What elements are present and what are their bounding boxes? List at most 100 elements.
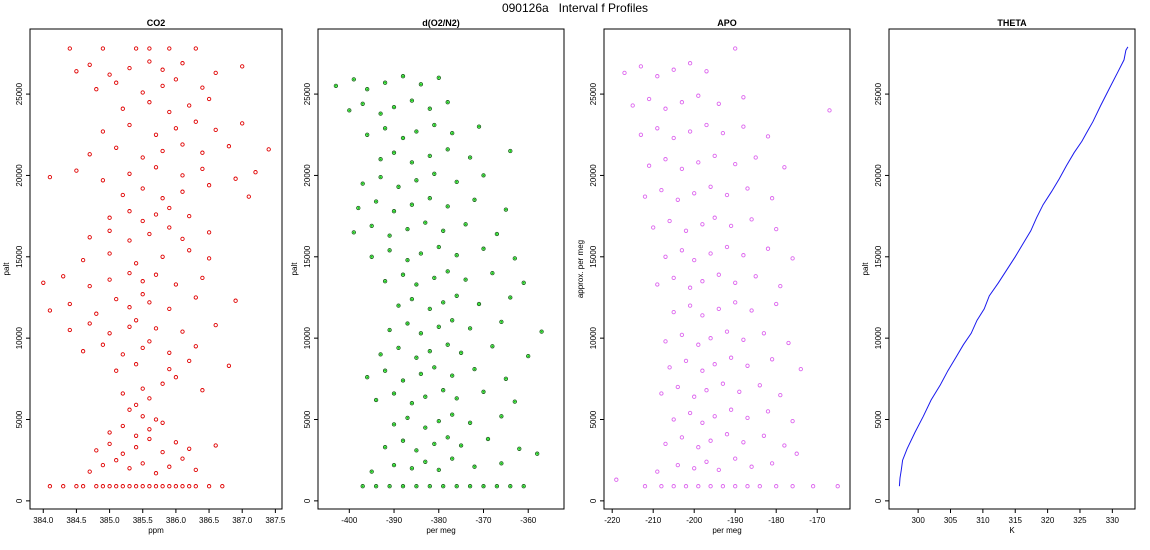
data-point bbox=[140, 345, 145, 351]
data-point bbox=[454, 253, 459, 258]
theta-profile-line bbox=[898, 46, 1129, 487]
data-point-fill bbox=[433, 442, 436, 445]
x-tick-label: -210 bbox=[645, 516, 662, 525]
data-point bbox=[153, 417, 159, 422]
data-point bbox=[206, 484, 212, 489]
data-point-fill bbox=[451, 374, 454, 377]
data-point bbox=[708, 336, 713, 341]
data-point bbox=[508, 295, 513, 300]
data-point bbox=[679, 248, 685, 253]
data-point bbox=[391, 462, 397, 468]
data-point bbox=[120, 106, 125, 111]
data-point bbox=[100, 178, 106, 183]
data-point-fill bbox=[509, 485, 512, 488]
data-point bbox=[432, 171, 437, 176]
data-point bbox=[458, 443, 464, 448]
data-point bbox=[687, 410, 693, 416]
data-point bbox=[226, 363, 232, 368]
data-point-fill bbox=[348, 109, 351, 112]
data-point bbox=[745, 484, 750, 489]
data-point bbox=[614, 477, 619, 482]
data-point bbox=[100, 46, 106, 51]
data-point bbox=[503, 207, 509, 212]
data-point bbox=[427, 153, 432, 159]
y-tick-label: 10000 bbox=[303, 326, 312, 349]
data-point bbox=[94, 484, 99, 489]
data-point bbox=[786, 340, 791, 346]
data-point bbox=[356, 205, 361, 211]
data-point-fill bbox=[437, 76, 440, 79]
y-tick-label: 5000 bbox=[303, 410, 312, 428]
y-axis-label: palt bbox=[2, 262, 11, 276]
data-point bbox=[782, 165, 787, 170]
data-point-fill bbox=[393, 151, 395, 154]
data-point bbox=[679, 332, 685, 338]
data-point bbox=[724, 244, 730, 250]
data-point bbox=[140, 155, 145, 160]
data-point bbox=[441, 484, 446, 489]
data-point bbox=[74, 168, 79, 173]
data-point-fill bbox=[388, 234, 391, 237]
data-point bbox=[663, 441, 668, 447]
data-point bbox=[761, 331, 767, 336]
data-point bbox=[512, 399, 517, 404]
data-point-fill bbox=[455, 180, 458, 183]
data-point bbox=[253, 170, 258, 175]
data-point bbox=[765, 409, 771, 414]
data-point bbox=[671, 309, 676, 315]
data-point bbox=[378, 174, 383, 180]
x-tick-label: -170 bbox=[809, 516, 826, 525]
data-point-fill bbox=[446, 205, 449, 208]
data-point bbox=[700, 313, 705, 318]
data-point bbox=[642, 194, 648, 199]
data-point bbox=[147, 339, 152, 344]
data-point bbox=[778, 392, 783, 398]
data-point-fill bbox=[446, 343, 449, 346]
data-point bbox=[87, 321, 92, 326]
data-point bbox=[704, 388, 709, 393]
data-point-fill bbox=[379, 158, 382, 161]
data-point bbox=[687, 285, 693, 290]
y-tick-label: 25000 bbox=[874, 82, 883, 105]
plot-frame bbox=[29, 28, 283, 510]
data-point bbox=[696, 484, 701, 489]
data-point bbox=[539, 329, 544, 334]
data-point bbox=[200, 150, 205, 155]
data-point-fill bbox=[402, 273, 404, 276]
data-point bbox=[114, 368, 119, 373]
data-point-fill bbox=[410, 402, 413, 405]
data-point bbox=[765, 134, 771, 139]
data-point bbox=[472, 464, 477, 469]
data-point bbox=[41, 280, 46, 285]
data-point bbox=[167, 205, 172, 211]
data-point-fill bbox=[433, 276, 436, 279]
y-tick-label: 5000 bbox=[874, 410, 883, 428]
data-point bbox=[378, 157, 383, 162]
data-point bbox=[467, 484, 473, 489]
data-point bbox=[266, 147, 271, 152]
data-point bbox=[193, 344, 198, 349]
data-point-fill bbox=[406, 228, 409, 231]
data-point bbox=[790, 484, 795, 489]
data-point bbox=[160, 381, 165, 386]
data-point bbox=[107, 430, 112, 435]
data-point bbox=[87, 283, 92, 289]
data-point bbox=[193, 46, 198, 51]
data-point bbox=[153, 165, 159, 170]
data-point bbox=[409, 202, 415, 207]
data-point bbox=[74, 69, 79, 74]
x-tick-label: 330 bbox=[1106, 516, 1120, 525]
y-axis-label: palt bbox=[861, 262, 870, 276]
data-point bbox=[692, 466, 697, 471]
data-point bbox=[387, 327, 392, 333]
data-point bbox=[409, 160, 415, 165]
data-point bbox=[724, 329, 730, 334]
data-point-fill bbox=[361, 102, 364, 105]
data-point bbox=[757, 484, 762, 489]
data-point bbox=[391, 150, 397, 155]
data-point bbox=[220, 484, 225, 489]
data-point-fill bbox=[478, 125, 480, 128]
data-point bbox=[360, 101, 365, 106]
data-point bbox=[414, 484, 419, 489]
data-point-fill bbox=[428, 197, 431, 200]
